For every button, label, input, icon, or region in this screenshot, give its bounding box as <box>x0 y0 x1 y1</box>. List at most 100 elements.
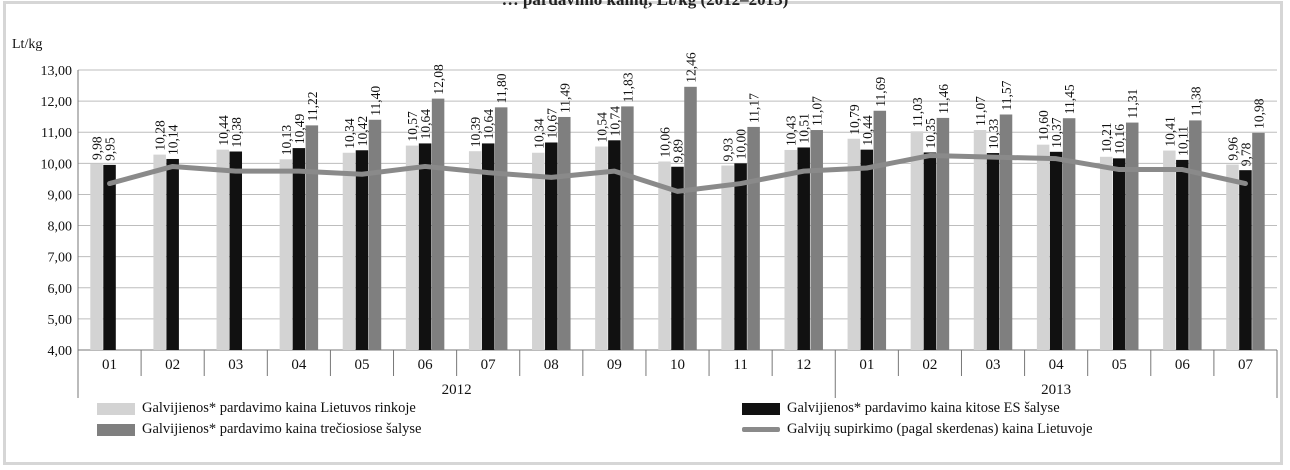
y-tick-label: 12,00 <box>41 95 73 110</box>
bar-third-countries <box>810 130 823 350</box>
data-label: 10,43 <box>784 115 799 146</box>
data-label: 10,74 <box>607 106 622 137</box>
data-label: 10,51 <box>797 113 812 143</box>
y-tick-label: 13,00 <box>41 64 73 79</box>
data-label: 10,28 <box>153 120 168 151</box>
legend-swatch-dark-gray <box>97 423 135 436</box>
data-label: 10,00 <box>734 129 749 160</box>
bar-lt-market <box>216 149 230 350</box>
data-label: 11,45 <box>1062 84 1077 114</box>
bar-eu-countries <box>797 147 810 350</box>
x-tick-label: 06 <box>1175 357 1191 373</box>
x-tick-label: 11 <box>733 357 747 373</box>
x-tick-label: 04 <box>291 357 307 373</box>
x-tick-label: 12 <box>796 357 811 373</box>
data-label: 10,42 <box>355 116 370 146</box>
x-tick-label: 02 <box>922 357 937 373</box>
chart-title: … pardavimo kainų, Lt/kg (2012–2013) <box>0 0 1290 10</box>
data-label: 10,06 <box>658 127 673 158</box>
data-label: 11,22 <box>305 92 320 122</box>
data-label: 10,64 <box>418 109 433 140</box>
bar-eu-countries <box>1112 158 1126 350</box>
data-label: 10,60 <box>1036 110 1051 141</box>
bar-eu-countries <box>355 150 369 350</box>
bar-lt-market <box>721 165 734 350</box>
bar-lt-market <box>595 146 608 350</box>
data-label: 11,38 <box>1188 86 1203 116</box>
bar-lt-market <box>658 161 671 350</box>
legend-item-eu-countries: Galvijienos* pardavimo kaina kitose ES š… <box>742 400 1060 417</box>
bar-third-countries <box>558 116 571 350</box>
data-label: 11,03 <box>910 97 925 127</box>
bar-eu-countries <box>860 149 874 350</box>
x-tick-label: 06 <box>418 357 434 373</box>
data-label: 9,96 <box>1225 137 1240 161</box>
bar-eu-countries <box>1176 159 1189 350</box>
bar-eu-countries <box>923 152 937 350</box>
year-group-label: 2012 <box>442 382 472 398</box>
y-tick-label: 8,00 <box>48 220 73 235</box>
bar-third-countries <box>1062 118 1076 350</box>
x-tick-label: 05 <box>354 357 369 373</box>
data-label: 11,69 <box>873 77 888 107</box>
bar-lt-market <box>279 159 293 350</box>
bar-third-countries <box>305 125 319 350</box>
bar-eu-countries <box>229 151 243 350</box>
legend-swatch-black <box>742 402 780 415</box>
data-label: 12,46 <box>684 52 699 83</box>
data-label: 11,57 <box>999 80 1014 110</box>
data-label: 11,07 <box>810 96 825 126</box>
data-label: 9,93 <box>721 138 736 162</box>
data-label: 9,89 <box>671 139 686 163</box>
y-tick-label: 5,00 <box>48 313 73 328</box>
bar-eu-countries <box>608 140 621 350</box>
x-tick-label: 07 <box>481 357 497 373</box>
data-label: 9,95 <box>103 137 118 161</box>
bar-third-countries <box>999 114 1013 350</box>
data-label: 10,34 <box>531 118 546 149</box>
bar-third-countries <box>494 107 508 350</box>
data-label: 12,08 <box>431 64 446 95</box>
bar-eu-countries <box>481 143 495 350</box>
data-label: 10,44 <box>216 115 231 146</box>
legend-line-gray <box>742 427 780 432</box>
data-label: 11,07 <box>973 96 988 126</box>
bar-third-countries <box>873 110 887 350</box>
bar-eu-countries <box>1049 151 1063 350</box>
bar-third-countries <box>936 117 950 351</box>
data-label: 9,98 <box>90 136 105 160</box>
x-tick-label: 01 <box>859 357 874 373</box>
bar-lt-market <box>1036 144 1050 350</box>
bar-lt-market <box>90 163 103 350</box>
data-label: 11,80 <box>494 73 509 103</box>
data-label: 11,40 <box>368 86 383 116</box>
year-group-label: 2013 <box>1041 382 1071 398</box>
data-label: 11,49 <box>557 83 572 113</box>
legend-swatch-light-gray <box>97 402 135 415</box>
bar-lt-market <box>1226 164 1239 350</box>
data-label: 10,39 <box>468 117 483 148</box>
data-label: 10,35 <box>923 118 938 149</box>
x-tick-label: 05 <box>1112 357 1127 373</box>
bar-eu-countries <box>166 158 179 350</box>
bar-lt-market <box>532 152 545 350</box>
data-label: 9,78 <box>1238 142 1253 166</box>
data-label: 11,46 <box>936 84 951 114</box>
x-tick-label: 02 <box>165 357 180 373</box>
data-label: 11,31 <box>1125 89 1140 119</box>
bar-lt-market <box>784 149 797 350</box>
y-tick-label: 10,00 <box>41 157 73 172</box>
bar-lt-market <box>468 151 482 350</box>
bar-eu-countries <box>986 153 1000 350</box>
x-tick-label: 04 <box>1049 357 1065 373</box>
chart-frame <box>3 1 1283 465</box>
data-label: 10,44 <box>860 115 875 146</box>
data-label: 10,16 <box>1112 124 1127 155</box>
x-tick-label: 03 <box>228 357 243 373</box>
bar-third-countries <box>368 119 382 351</box>
bar-third-countries <box>1252 132 1265 350</box>
bar-eu-countries <box>1239 170 1252 350</box>
bar-eu-countries <box>292 148 306 350</box>
bar-lt-market <box>1099 156 1113 350</box>
